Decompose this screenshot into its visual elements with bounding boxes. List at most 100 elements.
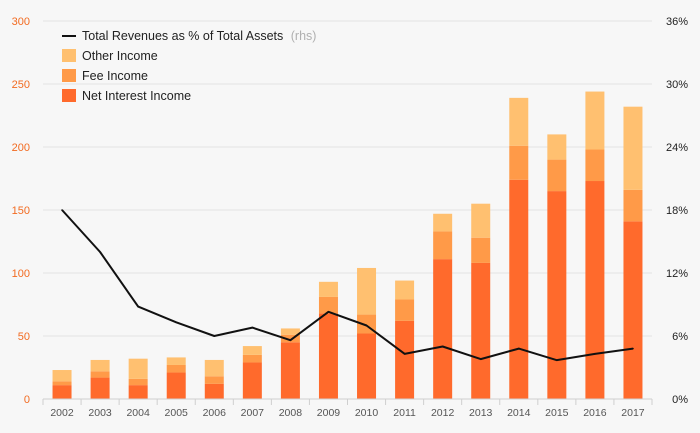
x-tick-label: 2014 [507,407,531,419]
line-point [251,326,254,329]
x-tick-label: 2012 [431,407,455,419]
line-point [479,358,482,360]
bar-fee-income [318,296,338,314]
bar-net-interest-income [318,313,338,399]
bar-fee-income [433,231,453,260]
bar-other-income [280,328,300,335]
bar-other-income [52,370,72,382]
x-tick-label: 2007 [241,407,265,419]
bar-net-interest-income [204,383,224,399]
legend-swatch-other-income [62,49,76,62]
bar-fee-income [242,354,262,363]
line-point [289,339,292,342]
bar-fee-income [585,149,605,182]
bar-fee-income [90,371,110,378]
x-tick-label: 2005 [165,407,189,419]
line-point [441,345,444,348]
bar-net-interest-income [547,191,567,399]
bar-other-income [204,359,224,377]
y-left-tick-label: 0 [24,394,30,406]
bar-net-interest-income [280,342,300,399]
revenue-line [61,209,634,362]
bar-net-interest-income [471,262,491,399]
line-point [594,353,596,355]
bar-fee-income [509,145,529,180]
x-tick-label: 2017 [621,407,645,419]
bar-other-income [547,134,567,160]
x-tick-label: 2009 [317,407,341,419]
bar-other-income [166,357,186,365]
bar-net-interest-income [357,333,377,399]
line-point [556,359,558,361]
x-tick-label: 2004 [126,407,150,419]
bar-fee-income [471,237,491,263]
x-tick-label: 2002 [50,407,74,419]
line-point [403,353,406,355]
legend-label-net-interest-income: Net Interest Income [82,89,191,103]
line-point [61,209,63,211]
bar-net-interest-income [90,377,110,399]
bars [52,91,643,399]
x-tick-label: 2006 [203,407,227,419]
line-series-revenue-ratio [61,209,634,362]
bar-fee-income [547,159,567,192]
legend-swatch-net-interest-income [62,89,76,102]
line-point [327,311,330,313]
line-point [517,347,520,350]
y-right-tick-label: 18% [666,205,688,217]
bar-net-interest-income [166,372,186,399]
x-tick-label: 2016 [583,407,607,419]
x-tick-label: 2008 [279,407,303,419]
legend: Total Revenues as % of Total Assets (rhs… [62,29,316,103]
line-point [99,251,101,253]
line-point [175,321,178,324]
bar-fee-income [204,376,224,384]
y-right-tick-label: 12% [666,268,688,280]
bar-net-interest-income [128,385,148,399]
y-left-tick-label: 50 [18,331,30,343]
y-left-tick-label: 250 [12,79,30,91]
bar-fee-income [280,334,300,343]
legend-label-other-income: Other Income [82,49,158,63]
legend-swatch-fee-income [62,69,76,82]
bar-other-income [128,358,148,379]
bar-fee-income [623,189,643,222]
y-left-tick-label: 100 [12,268,30,280]
bar-other-income [318,281,338,297]
y-right-tick-label: 24% [666,142,688,154]
x-tick-label: 2015 [545,407,569,419]
bar-net-interest-income [433,259,453,399]
legend-label-fee-income: Fee Income [82,69,148,83]
bar-other-income [471,203,491,238]
y-right-tick-label: 36% [666,16,688,28]
legend-label-revenue-ratio: Total Revenues as % of Total Assets (rhs… [82,29,316,43]
bar-net-interest-income [623,221,643,399]
bar-other-income [395,280,415,300]
y-right-tick-label: 30% [666,79,688,91]
x-tick-label: 2003 [88,407,112,419]
y-right-tick-label: 6% [672,331,688,343]
bar-fee-income [128,378,148,386]
y-left-tick-label: 200 [12,142,30,154]
line-point [632,347,634,350]
y-right-tick-label: 0% [672,394,688,406]
x-tick-label: 2013 [469,407,493,419]
bar-fee-income [166,364,186,373]
bar-fee-income [395,299,415,321]
bar-other-income [509,97,529,146]
y-left-tick-label: 300 [12,16,30,28]
bar-other-income [623,106,643,190]
bar-other-income [357,267,377,315]
y-left-tick-label: 150 [12,205,30,217]
bar-net-interest-income [585,181,605,399]
bar-net-interest-income [395,320,415,399]
axes: 0 0% 50 6% 100 12% 150 18% 200 24% 250 30% 300 36% 200… [12,16,689,419]
bar-fee-income [52,381,72,386]
line-point [365,324,368,327]
bar-other-income [90,359,110,372]
bar-net-interest-income [509,179,529,399]
bar-net-interest-income [52,385,72,399]
x-tick-label: 2010 [355,407,379,419]
